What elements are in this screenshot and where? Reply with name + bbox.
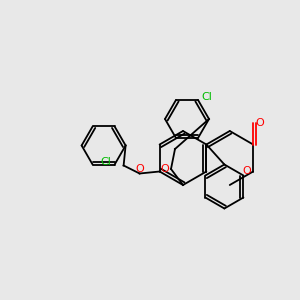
Text: O: O	[135, 164, 144, 175]
Text: O: O	[160, 164, 169, 174]
Text: Cl: Cl	[201, 92, 212, 102]
Text: Cl: Cl	[101, 157, 112, 166]
Text: O: O	[242, 166, 251, 176]
Text: O: O	[255, 118, 264, 128]
